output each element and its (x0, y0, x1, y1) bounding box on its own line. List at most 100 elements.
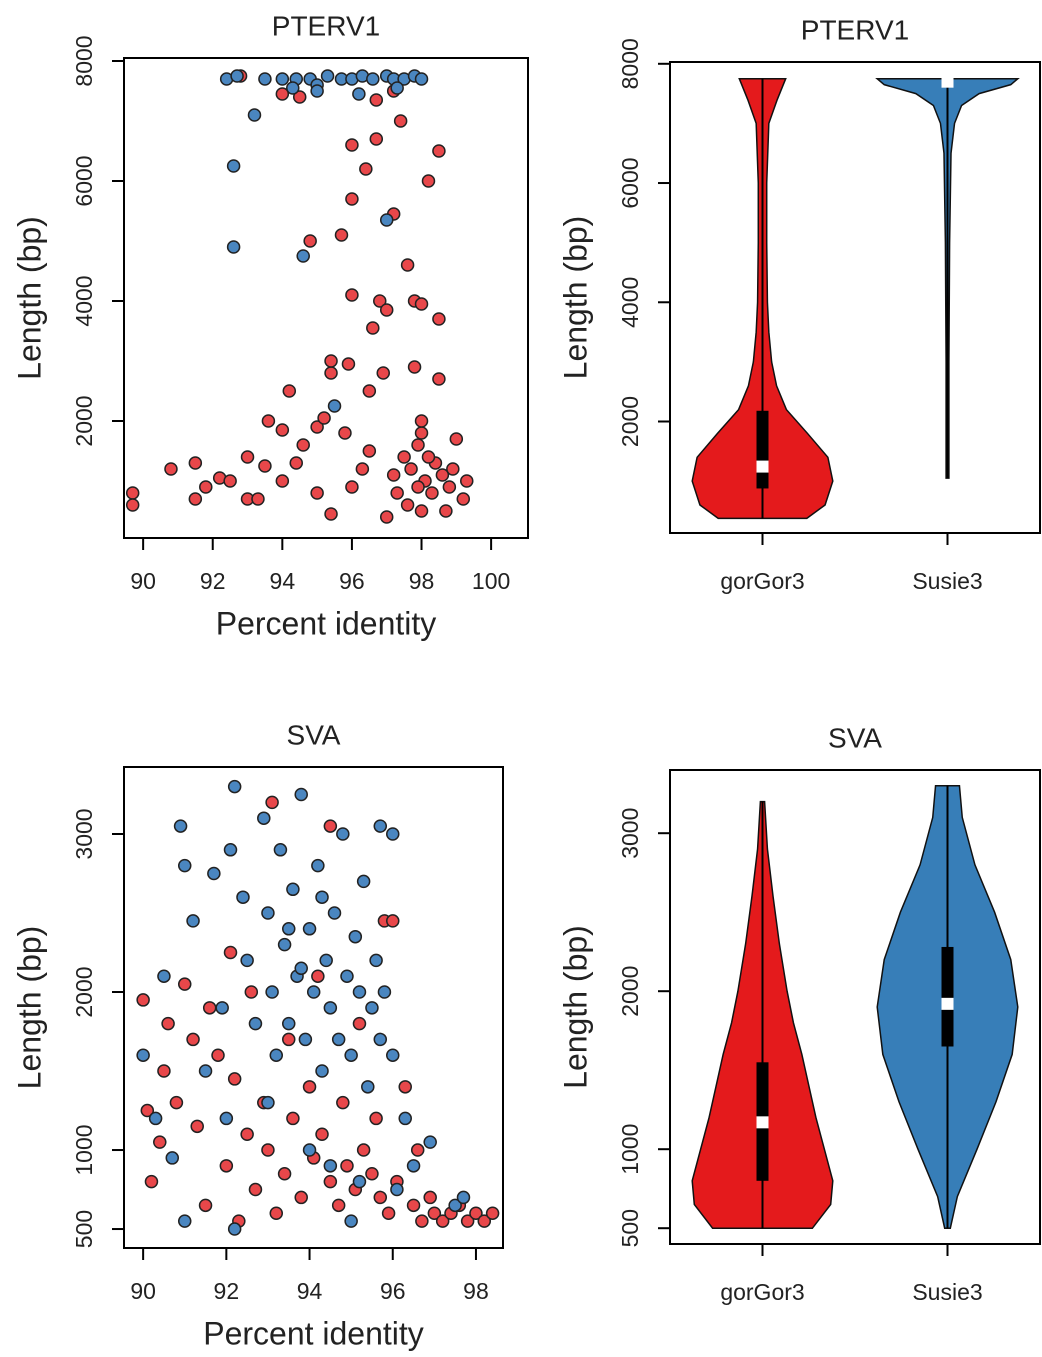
point (390, 81, 404, 95)
x-tick-label: 90 (130, 1278, 156, 1304)
point (352, 87, 366, 101)
point (240, 450, 255, 464)
y-tick-label: 8000 (71, 35, 97, 86)
point (289, 456, 303, 470)
point (362, 384, 377, 398)
point (303, 234, 317, 248)
point (355, 462, 370, 476)
point (421, 174, 436, 188)
point (165, 1151, 180, 1165)
point (198, 1064, 213, 1078)
point (153, 1135, 167, 1149)
x-tick-label: 92 (200, 568, 226, 594)
point (248, 1016, 263, 1031)
point (169, 1095, 184, 1110)
point (421, 450, 436, 464)
y-tick-label: 3000 (71, 808, 97, 859)
point (323, 1001, 338, 1015)
point (258, 72, 272, 86)
point (261, 1143, 275, 1157)
point (400, 498, 415, 512)
point (425, 486, 439, 500)
point (379, 213, 394, 227)
point (144, 1174, 159, 1189)
point (247, 108, 262, 122)
point (190, 1119, 204, 1134)
point (390, 486, 404, 500)
y-axis-title: Length (bp) (11, 926, 47, 1090)
point (281, 1032, 296, 1047)
point (173, 819, 188, 833)
point (223, 945, 238, 960)
point (344, 1048, 358, 1062)
point (340, 969, 354, 983)
point (296, 438, 310, 452)
point (411, 480, 425, 494)
y-tick-label: 500 (71, 1210, 97, 1248)
x-tick-label: 92 (214, 1278, 240, 1304)
point (365, 1166, 379, 1181)
point (469, 1206, 483, 1220)
point (386, 914, 400, 928)
box (756, 410, 769, 489)
y-tick-label: 4000 (617, 277, 643, 328)
point (277, 937, 292, 952)
point (188, 492, 203, 506)
y-tick-label: 8000 (617, 38, 643, 89)
point (177, 977, 192, 991)
point (302, 1143, 317, 1157)
point (248, 1182, 263, 1197)
point (407, 360, 422, 374)
point (311, 969, 325, 983)
point (442, 480, 457, 494)
x-tick-label: gorGor3 (720, 568, 804, 594)
point (261, 1095, 275, 1110)
point (341, 357, 356, 371)
point (485, 1206, 500, 1220)
y-tick-label: 4000 (71, 275, 97, 326)
point (320, 69, 335, 83)
x-tick-label: 98 (463, 1278, 489, 1304)
point (356, 1143, 371, 1157)
point (188, 456, 203, 470)
y-axis-title: Length (bp) (557, 925, 593, 1089)
point (369, 1111, 383, 1126)
point (315, 1064, 329, 1078)
point (136, 1048, 150, 1062)
point (439, 504, 453, 518)
point (186, 914, 200, 928)
point (258, 459, 272, 473)
point (414, 504, 429, 518)
point (336, 827, 350, 841)
point (324, 507, 338, 521)
point (244, 985, 259, 999)
point (427, 1206, 442, 1220)
point (277, 1166, 292, 1181)
point (398, 1111, 412, 1126)
point (125, 498, 140, 512)
point (373, 819, 388, 833)
point (366, 321, 380, 335)
point (219, 1159, 234, 1173)
y-tick-label: 2000 (71, 966, 97, 1017)
y-tick-label: 1000 (617, 1124, 643, 1175)
point (432, 372, 446, 386)
point (265, 795, 279, 810)
point (376, 366, 390, 380)
point (219, 1111, 234, 1126)
point (157, 1064, 171, 1078)
point (275, 72, 290, 86)
point (207, 866, 221, 881)
point (275, 87, 290, 101)
chart-title: SVA (287, 719, 341, 750)
point (177, 858, 192, 873)
point (411, 438, 425, 452)
y-axis-title: Length (bp) (11, 216, 47, 380)
y-tick-label: 1000 (71, 1124, 97, 1175)
point (386, 827, 400, 841)
point (423, 1190, 437, 1205)
point (410, 1143, 425, 1157)
point (199, 480, 213, 494)
point (345, 480, 359, 494)
plot-frame (669, 61, 1041, 534)
